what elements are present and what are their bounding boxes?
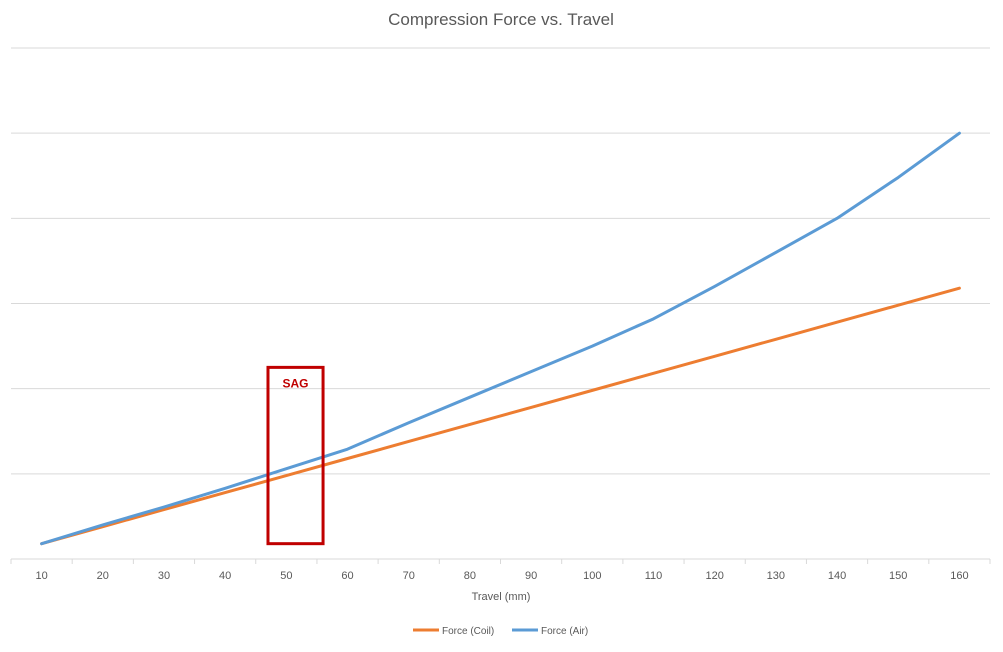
series-lines <box>40 131 961 546</box>
sag-annotation: SAG <box>266 365 325 546</box>
sag-label: SAG <box>283 376 309 390</box>
sag-box <box>266 365 325 546</box>
x-tick-label: 10 <box>35 570 47 582</box>
series-line-force-air <box>40 131 961 546</box>
x-tick-label: 110 <box>645 570 663 582</box>
x-tick-label: 120 <box>705 570 723 582</box>
x-tick-label: 70 <box>403 570 415 582</box>
x-tick-label: 50 <box>280 570 292 582</box>
x-tick-label: 100 <box>583 570 601 582</box>
x-tick-label: 20 <box>97 570 109 582</box>
x-tick-label: 150 <box>889 570 907 582</box>
gridlines <box>11 47 990 475</box>
series-line-force-coil <box>40 286 961 546</box>
x-tick-label: 80 <box>464 570 476 582</box>
x-tick-label: 130 <box>767 570 785 582</box>
x-tick-label: 90 <box>525 570 537 582</box>
x-tick-label: 160 <box>950 570 968 582</box>
x-tick-label: 30 <box>158 570 170 582</box>
legend-label: Force (Coil) <box>442 626 494 637</box>
x-axis: 10 20 30 40 50 60 70 80 90 100 110 120 130 140 150 160 <box>10 558 991 582</box>
x-axis-label: Travel (mm) <box>472 591 531 603</box>
x-tick-label: 40 <box>219 570 231 582</box>
legend: Force (Coil) Force (Air) <box>413 626 588 637</box>
x-tick-label: 140 <box>828 570 846 582</box>
x-tick-label: 60 <box>341 570 353 582</box>
chart-title: Compression Force vs. Travel <box>388 10 614 29</box>
legend-label: Force (Air) <box>541 626 588 637</box>
